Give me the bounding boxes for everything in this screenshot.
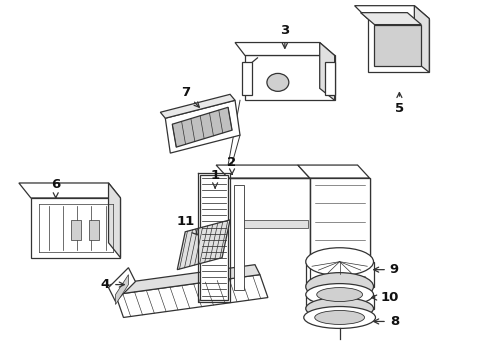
Polygon shape [165, 100, 240, 153]
Polygon shape [368, 19, 429, 72]
Text: 6: 6 [51, 179, 60, 198]
Polygon shape [116, 275, 128, 305]
Polygon shape [108, 183, 121, 258]
Ellipse shape [304, 306, 375, 328]
Polygon shape [415, 6, 429, 72]
Polygon shape [306, 262, 373, 287]
Ellipse shape [306, 284, 373, 306]
Polygon shape [325, 62, 335, 95]
Ellipse shape [306, 273, 373, 301]
Text: 3: 3 [280, 24, 290, 48]
Polygon shape [355, 6, 429, 19]
Polygon shape [298, 165, 369, 178]
Polygon shape [235, 42, 335, 55]
Polygon shape [71, 220, 81, 240]
Polygon shape [234, 185, 244, 289]
Polygon shape [252, 58, 258, 62]
Polygon shape [310, 178, 369, 300]
Polygon shape [172, 107, 232, 147]
Polygon shape [200, 175, 228, 300]
Polygon shape [108, 268, 135, 302]
Text: 1: 1 [211, 168, 220, 188]
Text: 10: 10 [372, 291, 399, 304]
Text: 5: 5 [395, 93, 404, 115]
Polygon shape [111, 265, 260, 294]
Polygon shape [177, 220, 230, 270]
Text: 2: 2 [227, 156, 237, 174]
Text: 8: 8 [374, 315, 399, 328]
Polygon shape [244, 220, 308, 228]
Polygon shape [374, 24, 421, 67]
Ellipse shape [317, 288, 363, 302]
Polygon shape [242, 62, 252, 95]
Polygon shape [319, 42, 335, 100]
Ellipse shape [267, 73, 289, 91]
Polygon shape [245, 55, 335, 100]
Polygon shape [116, 275, 268, 318]
Ellipse shape [306, 248, 373, 276]
Polygon shape [31, 198, 121, 258]
Text: 4: 4 [101, 278, 124, 291]
Text: 11: 11 [176, 215, 197, 235]
Ellipse shape [306, 298, 373, 319]
Polygon shape [228, 178, 369, 300]
Polygon shape [19, 183, 121, 198]
Text: 7: 7 [181, 86, 199, 107]
Polygon shape [361, 13, 421, 24]
Ellipse shape [315, 310, 365, 324]
Polygon shape [216, 165, 310, 178]
Polygon shape [89, 220, 98, 240]
Polygon shape [306, 294, 373, 309]
Polygon shape [160, 94, 235, 118]
Text: 9: 9 [374, 263, 399, 276]
